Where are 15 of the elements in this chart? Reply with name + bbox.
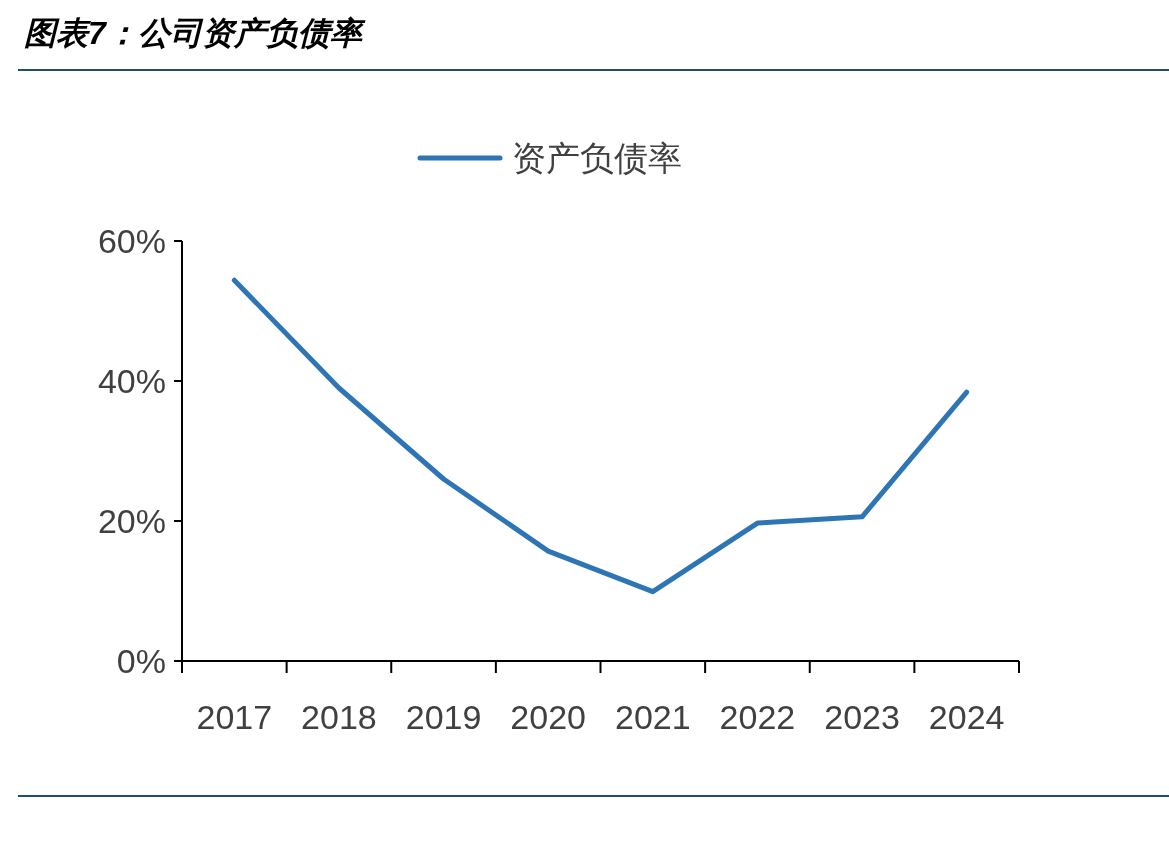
x-tick-label: 2020 <box>510 698 587 736</box>
y-tick-label: 40% <box>97 362 166 400</box>
x-tick-label: 2017 <box>196 698 273 736</box>
x-tick-label: 2019 <box>405 698 482 736</box>
chart-title: 图表7：公司资产负债率 <box>24 15 366 51</box>
y-tick-label: 60% <box>97 222 166 260</box>
x-tick-label: 2021 <box>614 698 691 736</box>
x-tick-label: 2022 <box>719 698 796 736</box>
y-tick-label: 20% <box>97 502 166 540</box>
legend-label: 资产负债率 <box>512 139 682 177</box>
x-tick-label: 2024 <box>928 698 1005 736</box>
x-tick-label: 2023 <box>824 698 900 736</box>
legend: 资产负债率 <box>417 139 682 177</box>
y-tick-label: 0% <box>116 642 166 680</box>
x-tick-label: 2018 <box>301 698 377 736</box>
